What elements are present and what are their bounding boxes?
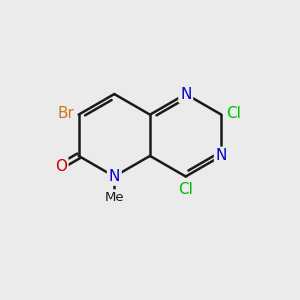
Text: O: O: [55, 159, 67, 174]
Text: Cl: Cl: [226, 106, 241, 121]
Text: Me: Me: [104, 190, 124, 204]
Text: N: N: [180, 87, 191, 102]
Text: N: N: [216, 148, 227, 164]
Text: Br: Br: [57, 106, 74, 121]
Text: N: N: [109, 169, 120, 184]
Text: Cl: Cl: [178, 182, 193, 197]
